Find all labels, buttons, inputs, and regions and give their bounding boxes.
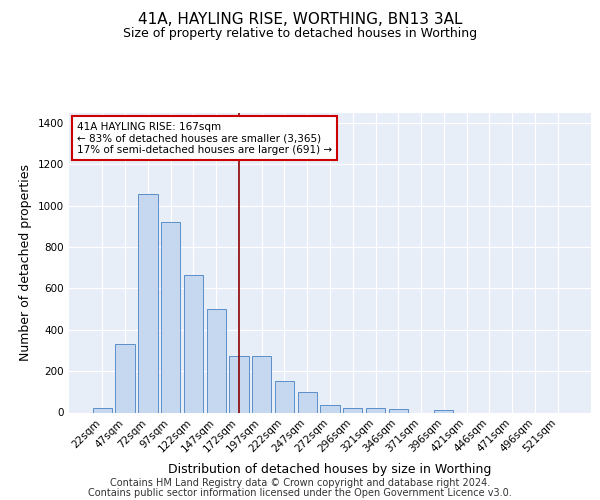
Y-axis label: Number of detached properties: Number of detached properties: [19, 164, 32, 361]
Bar: [366, 408, 385, 412]
Text: Size of property relative to detached houses in Worthing: Size of property relative to detached ho…: [123, 28, 477, 40]
Bar: [229, 356, 248, 412]
Bar: [206, 309, 226, 412]
Text: 41A, HAYLING RISE, WORTHING, BN13 3AL: 41A, HAYLING RISE, WORTHING, BN13 3AL: [138, 12, 462, 28]
Text: Contains HM Land Registry data © Crown copyright and database right 2024.: Contains HM Land Registry data © Crown c…: [110, 478, 490, 488]
Bar: [138, 194, 158, 412]
Bar: [434, 410, 454, 412]
Bar: [93, 408, 112, 412]
Bar: [389, 410, 408, 412]
Bar: [184, 275, 203, 412]
Bar: [298, 392, 317, 412]
Bar: [252, 356, 271, 412]
Bar: [161, 222, 181, 412]
Bar: [343, 408, 362, 412]
Text: Contains public sector information licensed under the Open Government Licence v3: Contains public sector information licen…: [88, 488, 512, 498]
Bar: [320, 406, 340, 412]
X-axis label: Distribution of detached houses by size in Worthing: Distribution of detached houses by size …: [169, 462, 491, 475]
Bar: [275, 382, 294, 412]
Text: 41A HAYLING RISE: 167sqm
← 83% of detached houses are smaller (3,365)
17% of sem: 41A HAYLING RISE: 167sqm ← 83% of detach…: [77, 122, 332, 154]
Bar: [115, 344, 135, 412]
